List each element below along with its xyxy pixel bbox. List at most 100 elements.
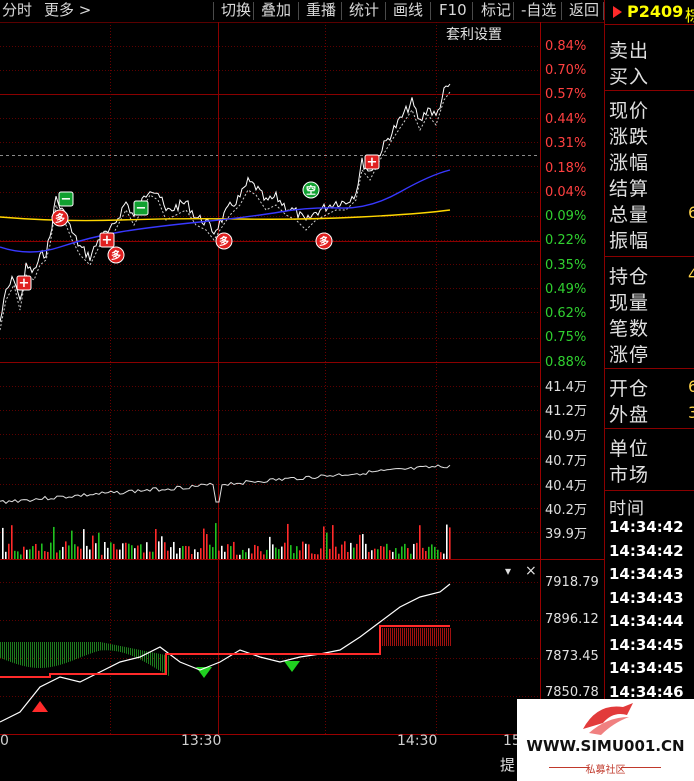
trade-marker-duo: 多 [51, 209, 69, 227]
toolbar-item-4[interactable]: 重播 [306, 1, 337, 19]
volume-bar [377, 549, 379, 559]
volume-bar [5, 551, 7, 559]
volume-bar [200, 548, 202, 559]
open-interest-axis-label: 41.4万 [545, 380, 587, 395]
percent-axis-label: 0.22% [545, 233, 587, 248]
trade-marker-minus: − [58, 191, 74, 207]
toolbar-item-0[interactable]: 分时 [2, 1, 33, 19]
oscillator-bar-green [4, 642, 5, 660]
oscillator-bar-green [108, 643, 109, 651]
volume-bar [35, 543, 37, 559]
toolbar-item-2[interactable]: 切换 [221, 1, 252, 19]
oscillator-bar-green [168, 655, 169, 676]
toolbar-item-6[interactable]: 画线 [393, 1, 424, 19]
volume-bar [125, 542, 127, 559]
volume-bar [410, 553, 412, 559]
volume-bar [128, 543, 130, 559]
percent-axis-label: 0.88% [545, 355, 587, 370]
toolbar-item-5[interactable]: 统计 [349, 1, 380, 19]
percent-axis-label: 0.04% [545, 185, 587, 200]
oscillator-bar-green [98, 642, 99, 651]
volume-bar [365, 543, 367, 559]
volume-bar [335, 546, 337, 559]
volume-bar [152, 551, 154, 559]
trade-marker-plus: + [99, 232, 115, 248]
oscillator-bar-green [76, 642, 77, 660]
oscillator-bar-green [32, 642, 33, 668]
volume-bar [137, 545, 139, 559]
quote-header: P2409 棕 [605, 0, 694, 25]
oscillator-bar-red [422, 628, 423, 646]
volume-bar [320, 548, 322, 559]
volume-bar [164, 542, 166, 559]
chart-toolbar: 分时 更多 > 切换 叠加 重播 统计 画线 F10 标记 -自选 返回 [0, 0, 604, 23]
volume-bar [107, 547, 109, 559]
quote-value: 3 [688, 403, 694, 422]
percent-axis-label: 0.18% [545, 161, 587, 176]
toolbar-item-1[interactable]: 更多 > [44, 1, 92, 19]
oscillator-bar-green [124, 646, 125, 654]
quote-label: 总量 [609, 204, 650, 226]
volume-bar [341, 544, 343, 559]
toolbar-item-3[interactable]: 叠加 [261, 1, 292, 19]
volume-bar [419, 525, 421, 559]
volume-bar [362, 534, 364, 559]
volume-bar [104, 541, 106, 559]
tick-time-header: 时间 [609, 499, 645, 519]
toolbar-item-9[interactable]: -自选 [521, 1, 557, 19]
volume-bar [302, 541, 304, 559]
quote-separator [605, 428, 694, 429]
oscillator-bar-red [398, 628, 399, 646]
volume-bar [284, 542, 286, 559]
oscillator-bar-red [444, 628, 445, 646]
tick-time: 14:34:45 [609, 659, 684, 677]
toolbar-item-8[interactable]: 标记 [481, 1, 512, 19]
tick-time: 14:34:46 [609, 682, 684, 701]
volume-bar [401, 546, 403, 559]
oscillator-bar-green [62, 642, 63, 665]
volume-bar [227, 544, 229, 559]
quote-label: 单位 [609, 438, 650, 460]
toolbar-separator [213, 2, 214, 20]
oscillator-bar-red [382, 628, 383, 646]
menu-dropdown-icon[interactable]: ▾ [505, 564, 512, 578]
oscillator-bar-green [34, 642, 35, 668]
oscillator-bar-green [136, 649, 137, 658]
oscillator-bar-green [104, 642, 105, 651]
ma-line-dotted [0, 91, 451, 331]
volume-bar [290, 545, 292, 559]
close-icon[interactable]: × [525, 563, 537, 579]
quote-label: 外盘 [609, 404, 650, 426]
oscillator-bar-green [78, 642, 79, 659]
volume-bar [167, 550, 169, 559]
oscillator-bar-green [16, 642, 17, 664]
quote-value: 6 [688, 377, 694, 396]
oscillator-bar-green [6, 642, 7, 661]
volume-bar [407, 548, 409, 559]
oscillator-bar-red [400, 628, 401, 646]
indicator-line [0, 583, 451, 723]
arbitrage-settings-button[interactable]: 套利设置 [446, 27, 502, 43]
toolbar-item-7[interactable]: F10 [439, 1, 467, 19]
indicator-axis-label: 7873.45 [545, 649, 599, 664]
toolbar-item-10[interactable]: 返回 [569, 1, 600, 19]
oscillator-bar-green [94, 642, 95, 653]
contract-code[interactable]: P2409 [627, 2, 684, 21]
oscillator-bar-green [162, 654, 163, 673]
volume-bar [155, 529, 157, 559]
volume-bar [416, 542, 418, 559]
bottom-tab-label[interactable]: 提 [500, 756, 516, 774]
marker-label: 多 [219, 235, 229, 248]
oscillator-bar-green [152, 652, 153, 667]
tick-time: 14:34:42 [609, 518, 684, 536]
oscillator-bar-green [110, 644, 111, 651]
oscillator-bar-green [132, 648, 133, 656]
watermark-rule-right [621, 767, 661, 768]
volume-bar [368, 551, 370, 559]
oscillator-bar-green [58, 642, 59, 666]
trade-marker-duo: 多 [107, 246, 125, 264]
volume-bar [383, 546, 385, 559]
oscillator-bar-green [96, 642, 97, 652]
volume-bar [230, 546, 232, 559]
volume-bar [149, 551, 151, 559]
